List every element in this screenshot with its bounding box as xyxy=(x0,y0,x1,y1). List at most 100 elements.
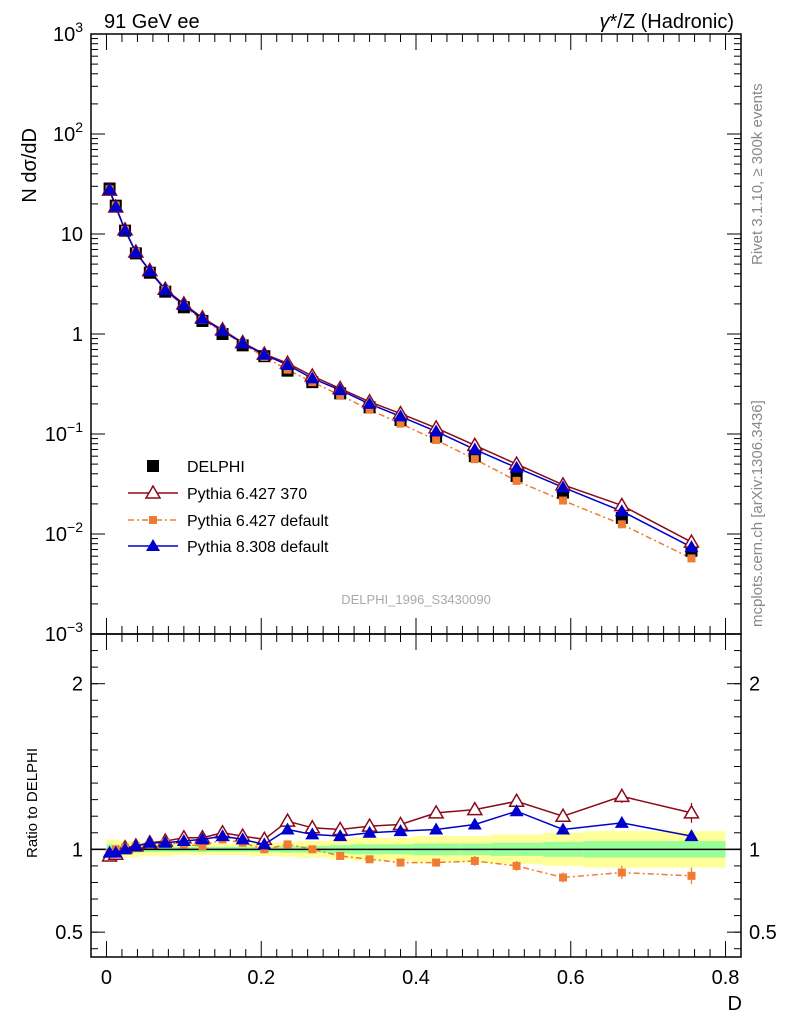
main-series-3-point xyxy=(158,283,173,296)
main-series-3-point xyxy=(108,199,123,212)
legend-entry-pythia6-370: Pythia 6.427 370 xyxy=(128,484,307,503)
ratio-series-2-point xyxy=(235,832,250,845)
ratio-series-1-point xyxy=(283,840,292,849)
main-ytick-label-exp: 3 xyxy=(75,19,83,35)
legend-marker-pythia6-default xyxy=(149,516,157,524)
main-ytick-label-base: 10 xyxy=(61,224,83,246)
ratio-series-2-point xyxy=(128,839,143,852)
legend-marker-pythia6-370 xyxy=(144,484,162,499)
legend-entry-delphi: DELPHI xyxy=(147,459,245,476)
main-panel xyxy=(101,181,700,563)
ratio-series-1-point xyxy=(559,873,568,882)
ratio-series-0-point xyxy=(554,807,572,822)
ratio-series-1-point xyxy=(396,858,405,867)
ratio-series-2-point xyxy=(257,837,272,850)
ratio-series-2-point xyxy=(195,832,210,845)
header-left-title: 91 GeV ee xyxy=(104,11,200,33)
legend-label-pythia6-default: Pythia 6.427 default xyxy=(187,513,329,530)
ratio-series-2-line xyxy=(109,810,692,854)
main-ytick-label: 102 xyxy=(53,119,83,146)
header-right-title: γ*/Z (Hadronic) xyxy=(600,11,734,33)
ratio-series-0-point xyxy=(466,801,484,816)
ratio-series-2-point xyxy=(509,804,524,817)
main-series-3-point xyxy=(102,182,117,195)
main-series-3-point xyxy=(614,504,629,517)
ratio-ytick-label: 2 xyxy=(72,674,83,696)
ratio-series-2-point xyxy=(108,845,123,858)
ratio-series-1-line xyxy=(109,838,692,879)
main-ytick-label-base: 10 xyxy=(53,124,75,146)
main-series-3-point xyxy=(128,245,143,258)
ratio-series-1-point xyxy=(512,861,521,870)
main-series-0-point xyxy=(615,511,628,524)
main-ytick-label: 10 xyxy=(61,224,83,246)
main-series-3-point xyxy=(142,264,157,277)
xtick-label: 0 xyxy=(101,967,112,989)
legend-entry-pythia6-default: Pythia 6.427 default xyxy=(128,513,329,530)
main-series-2-point xyxy=(559,496,568,505)
ratio-series-1-point xyxy=(198,842,207,851)
main-series-3-point xyxy=(235,336,250,349)
legend-label-delphi: DELPHI xyxy=(187,459,245,476)
rivet-label: Rivet 3.1.10, ≥ 300k events xyxy=(749,83,766,265)
main-ytick-label: 10−2 xyxy=(45,519,83,546)
y-axis-title: N dσ/dD xyxy=(19,128,41,203)
main-series-3-point xyxy=(393,409,408,422)
ratio-y-axis-title: Ratio to DELPHI xyxy=(24,748,41,858)
xtick-label: 0.2 xyxy=(247,967,275,989)
ratio-ytick-label-right: 0.5 xyxy=(749,922,777,944)
main-ytick-label: 10−3 xyxy=(45,619,83,646)
ratio-series-0-point xyxy=(683,804,700,819)
main-ytick-label-exp: −3 xyxy=(67,619,83,635)
main-series-2-point xyxy=(396,419,405,428)
main-series-2-point xyxy=(336,391,345,400)
ratio-series-2-point xyxy=(215,829,230,842)
main-series-3-point xyxy=(467,442,482,455)
xtick-label: 0.8 xyxy=(712,967,740,989)
main-series-3-point xyxy=(280,357,295,370)
legend-entry-pythia8-default: Pythia 8.308 default xyxy=(128,539,329,556)
main-series-2-point xyxy=(432,436,441,445)
main-series-3-point xyxy=(257,347,272,360)
ratio-series-2-point xyxy=(467,817,482,830)
xtick-label: 0.4 xyxy=(402,967,430,989)
main-series-3-point xyxy=(195,311,210,324)
ratio-frame xyxy=(90,633,742,958)
main-ytick-label-base: 10 xyxy=(45,524,67,546)
main-series-3-point xyxy=(176,297,191,310)
main-ytick-label-base: 1 xyxy=(72,324,83,346)
main-series-3-point xyxy=(429,424,444,437)
ratio-series-2-point xyxy=(158,835,173,848)
ratio-series-1-point xyxy=(470,856,479,865)
main-series-2-point xyxy=(470,455,479,464)
ratio-series-2-point xyxy=(333,829,348,842)
legend: DELPHI Pythia 6.427 370 Pythia 6.427 def… xyxy=(128,459,329,556)
ratio-series-2-point xyxy=(176,834,191,847)
main-series-2-point xyxy=(512,476,521,485)
ratio-ytick-label-right: 1 xyxy=(749,839,760,861)
ratio-series-1-point xyxy=(687,871,696,880)
main-series-0-point xyxy=(510,470,523,483)
main-ytick-label-base: 10 xyxy=(53,24,75,46)
ratio-ytick-label: 0.5 xyxy=(55,922,83,944)
ratio-series-2-point xyxy=(393,824,408,837)
ratio-ytick-label-right: 2 xyxy=(749,674,760,696)
ratio-series-1-point xyxy=(432,858,441,867)
watermark: DELPHI_1996_S3430090 xyxy=(341,592,491,607)
main-ytick-label-exp: 2 xyxy=(75,119,83,135)
xtick-label: 0.6 xyxy=(557,967,585,989)
main-ytick-label: 10−1 xyxy=(45,419,83,446)
ratio-series-1-point xyxy=(365,855,374,864)
ratio-series-2-point xyxy=(556,822,571,835)
header-right-title-rest: */Z (Hadronic) xyxy=(610,11,734,33)
ratio-series-2-point xyxy=(280,822,295,835)
mcplots-label: mcplots.cern.ch [arXiv:1306.3436] xyxy=(749,400,766,627)
main-series-3-point xyxy=(509,460,524,473)
legend-label-pythia6-370: Pythia 6.427 370 xyxy=(187,486,307,503)
ratio-series-1-point xyxy=(617,868,626,877)
main-series-3-line xyxy=(108,189,692,548)
main-series-3-point xyxy=(556,480,571,493)
main-series-2-point xyxy=(617,520,626,529)
main-series-3-point xyxy=(215,323,230,336)
